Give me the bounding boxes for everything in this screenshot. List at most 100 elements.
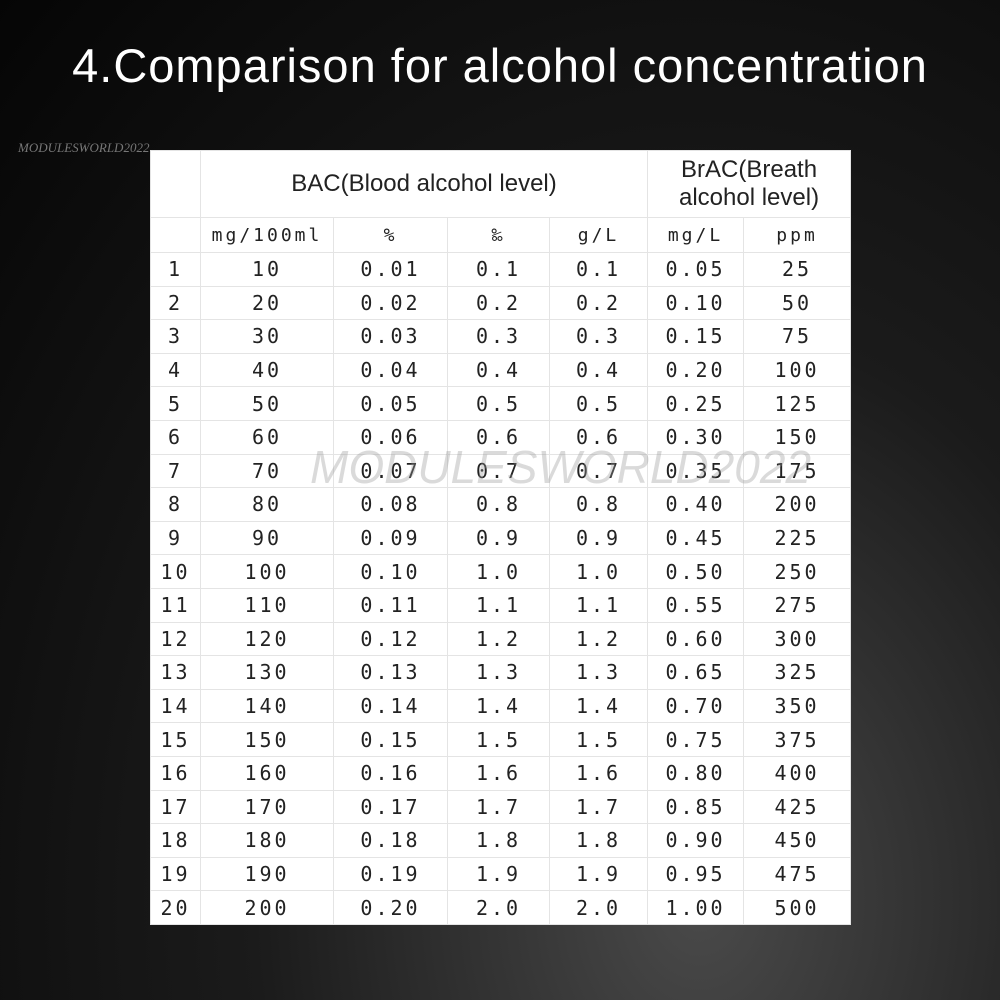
table-cell: 375 <box>743 722 852 757</box>
table-cell: 80 <box>200 487 334 522</box>
table-row: 2 20 0.02 0.2 0.2 0.10 50 <box>150 285 852 321</box>
table-cell: 30 <box>200 319 334 354</box>
table-cell: 0.90 <box>647 823 745 858</box>
unit-cell: g/L <box>548 217 649 253</box>
table-cell: 250 <box>743 554 852 589</box>
table-cell: 0.08 <box>333 487 448 522</box>
unit-cell: ppm <box>743 217 852 253</box>
table-cell: 1 <box>150 252 201 287</box>
table-row: 8 80 0.08 0.8 0.8 0.40 200 <box>150 487 852 522</box>
table-cell: 1.6 <box>447 755 550 791</box>
table-cell: 1.8 <box>548 823 649 858</box>
table-cell: 225 <box>743 520 852 556</box>
table-cell: 200 <box>743 487 852 522</box>
table-cell: 130 <box>200 655 334 690</box>
table-cell: 1.1 <box>447 587 550 623</box>
table-cell: 0.5 <box>447 386 550 421</box>
table-cell: 0.15 <box>647 319 745 354</box>
table-cell: 2.0 <box>548 890 649 925</box>
table-cell: 16 <box>150 755 201 791</box>
table-cell: 17 <box>150 789 201 825</box>
empty-cell <box>150 150 201 218</box>
table-row: 15 150 0.15 1.5 1.5 0.75 375 <box>150 722 852 757</box>
table-cell: 0.80 <box>647 755 745 791</box>
table-row: 10 100 0.10 1.0 1.0 0.50 250 <box>150 554 852 589</box>
table-cell: 1.9 <box>447 856 550 892</box>
table-cell: 0.50 <box>647 554 745 589</box>
group-header: BAC(Blood alcohol level) <box>199 150 649 218</box>
table-row: 1 10 0.01 0.1 0.1 0.05 25 <box>150 252 852 287</box>
table-cell: 0.07 <box>333 453 448 489</box>
table-cell: 0.06 <box>333 419 448 455</box>
table-cell: 1.1 <box>548 587 649 623</box>
table-row: 9 90 0.09 0.9 0.9 0.45 225 <box>150 520 852 556</box>
table-cell: 0.65 <box>647 655 745 690</box>
table-row: 11 110 0.11 1.1 1.1 0.55 275 <box>150 587 852 623</box>
table-body: BAC(Blood alcohol level) BrAC(Breath alc… <box>150 150 852 925</box>
table-row: 18 180 0.18 1.8 1.8 0.90 450 <box>150 823 852 858</box>
table-cell: 1.3 <box>447 655 550 690</box>
table-cell: 1.4 <box>548 688 649 724</box>
table-cell: 1.3 <box>548 655 649 690</box>
table-cell: 110 <box>200 587 334 623</box>
table-cell: 5 <box>150 386 201 421</box>
table-cell: 0.75 <box>647 722 745 757</box>
table-cell: 0.18 <box>333 823 448 858</box>
table-cell: 60 <box>200 419 334 455</box>
table-cell: 0.14 <box>333 688 448 724</box>
table-cell: 0.6 <box>447 419 550 455</box>
table-cell: 500 <box>743 890 852 925</box>
table-cell: 0.10 <box>647 285 745 321</box>
table-cell: 0.4 <box>548 352 649 388</box>
table-cell: 0.85 <box>647 789 745 825</box>
table-cell: 18 <box>150 823 201 858</box>
table-row: 6 60 0.06 0.6 0.6 0.30 150 <box>150 419 852 455</box>
table-row: 14 140 0.14 1.4 1.4 0.70 350 <box>150 688 852 724</box>
table-cell: 0.6 <box>548 419 649 455</box>
table-cell: 0.02 <box>333 285 448 321</box>
table-cell: 0.05 <box>333 386 448 421</box>
table-cell: 70 <box>200 453 334 489</box>
table-cell: 275 <box>743 587 852 623</box>
table-cell: 0.40 <box>647 487 745 522</box>
table-row: 7 70 0.07 0.7 0.7 0.35 175 <box>150 453 852 489</box>
table-cell: 170 <box>200 789 334 825</box>
table-cell: 1.9 <box>548 856 649 892</box>
table-cell: 180 <box>200 823 334 858</box>
table-cell: 7 <box>150 453 201 489</box>
unit-row: mg/100ml% ‰ g/L mg/L ppm <box>150 217 852 253</box>
table-cell: 6 <box>150 419 201 455</box>
table-cell: 0.55 <box>647 587 745 623</box>
table-cell: 0.10 <box>333 554 448 589</box>
unit-cell: ‰ <box>447 217 550 253</box>
table-cell: 0.5 <box>548 386 649 421</box>
table-cell: 0.16 <box>333 755 448 791</box>
table-cell: 1.0 <box>548 554 649 589</box>
table-row: 12 120 0.12 1.2 1.2 0.60 300 <box>150 621 852 657</box>
table-cell: 175 <box>743 453 852 489</box>
unit-cell: mg/L <box>647 217 745 253</box>
table-cell: 0.03 <box>333 319 448 354</box>
table-cell: 475 <box>743 856 852 892</box>
table-cell: 0.1 <box>447 252 550 287</box>
table-cell: 75 <box>743 319 852 354</box>
table-cell: 10 <box>200 252 334 287</box>
table-cell: 1.0 <box>447 554 550 589</box>
table-cell: 325 <box>743 655 852 690</box>
table-cell: 0.8 <box>548 487 649 522</box>
table-cell: 300 <box>743 621 852 657</box>
table-cell: 0.9 <box>447 520 550 556</box>
table-cell: 0.7 <box>447 453 550 489</box>
table-cell: 0.3 <box>548 319 649 354</box>
table-cell: 0.2 <box>447 285 550 321</box>
table-cell: 1.2 <box>548 621 649 657</box>
table-cell: 0.95 <box>647 856 745 892</box>
unit-cell: % <box>333 217 448 253</box>
table-cell: 0.60 <box>647 621 745 657</box>
table-cell: 140 <box>200 688 334 724</box>
table-cell: 0.19 <box>333 856 448 892</box>
header-row: BAC(Blood alcohol level) BrAC(Breath alc… <box>150 150 852 218</box>
table-cell: 50 <box>743 285 852 321</box>
table-cell: 1.2 <box>447 621 550 657</box>
table-cell: 0.4 <box>447 352 550 388</box>
